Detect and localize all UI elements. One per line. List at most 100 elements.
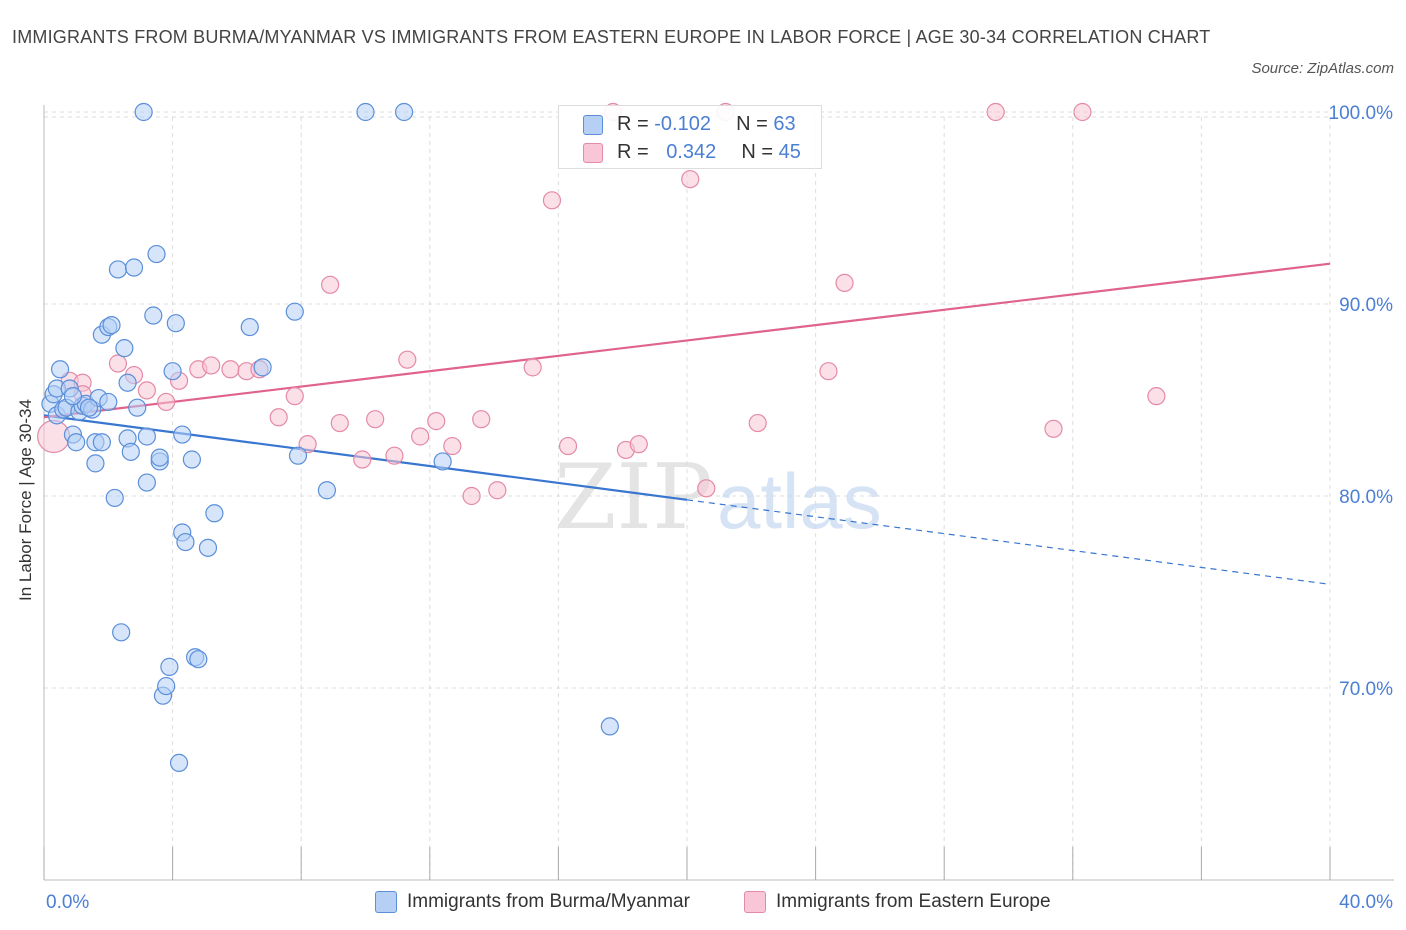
eastern-europe-point bbox=[108, 354, 128, 373]
eastern-europe-point bbox=[321, 275, 340, 294]
burma-point bbox=[189, 650, 208, 669]
eastern-europe-point bbox=[986, 102, 1005, 122]
burma-point bbox=[63, 387, 83, 406]
axes bbox=[43, 105, 1394, 881]
burma-point bbox=[433, 452, 452, 471]
eastern-europe-point bbox=[411, 427, 430, 446]
n-value: 45 bbox=[778, 141, 801, 163]
eastern-europe-point bbox=[385, 446, 404, 465]
n-label: N = bbox=[736, 113, 768, 135]
burma-point bbox=[253, 358, 272, 377]
eastern-europe-point bbox=[629, 435, 648, 454]
burma-point bbox=[134, 102, 153, 122]
correlation-text: R = -0.102 N = 63 bbox=[617, 110, 796, 138]
eastern-europe-point bbox=[366, 410, 385, 429]
burma-point bbox=[105, 488, 124, 508]
r-value: -0.102 bbox=[654, 113, 711, 135]
y-tick-label: 90.0% bbox=[1339, 295, 1393, 316]
eastern-europe-point bbox=[137, 381, 156, 400]
burma-point bbox=[144, 306, 163, 325]
eastern-europe-point bbox=[472, 410, 491, 429]
eastern-europe-point bbox=[330, 413, 349, 433]
legend-label: Immigrants from Burma/Myanmar bbox=[407, 891, 690, 912]
burma-point bbox=[240, 317, 259, 337]
eastern-europe-point bbox=[221, 360, 240, 379]
burma-point bbox=[173, 425, 192, 444]
eastern-europe-point bbox=[558, 436, 578, 456]
eastern-europe-point bbox=[748, 413, 767, 433]
burma-point bbox=[166, 314, 185, 333]
legend-label: Immigrants from Eastern Europe bbox=[776, 891, 1051, 912]
burma-point bbox=[147, 244, 166, 264]
burma-point bbox=[67, 433, 86, 452]
burma-point bbox=[182, 450, 201, 469]
eastern-europe-point bbox=[542, 191, 562, 210]
burma-point bbox=[118, 373, 137, 392]
burma-point bbox=[157, 676, 176, 696]
chart-title: IMMIGRANTS FROM BURMA/MYANMAR VS IMMIGRA… bbox=[12, 27, 1211, 47]
watermark-atlas: atlas bbox=[717, 457, 882, 545]
burma-point bbox=[205, 504, 224, 523]
y-tick-label: 80.0% bbox=[1339, 487, 1393, 508]
eastern-europe-trend-line bbox=[43, 262, 1331, 419]
burma-point bbox=[108, 260, 128, 279]
burma-point bbox=[285, 302, 304, 321]
series-legend: Immigrants from Burma/Myanmar Immigrants… bbox=[0, 887, 1406, 917]
x-tick-label: 0.0% bbox=[46, 892, 89, 913]
eastern-europe-point bbox=[462, 486, 481, 506]
eastern-europe-point bbox=[1073, 102, 1092, 122]
burma-swatch bbox=[375, 891, 397, 913]
burma-point bbox=[50, 360, 70, 379]
eastern-europe-point bbox=[443, 436, 462, 456]
eastern-europe-point bbox=[681, 170, 700, 189]
tick-labels: 70.0% 80.0% 90.0% 100.0% 0.0% 40.0% bbox=[46, 103, 1393, 913]
burma-point bbox=[137, 473, 156, 492]
burma-point bbox=[356, 102, 375, 122]
n-value: 63 bbox=[773, 113, 796, 135]
burma-point bbox=[163, 362, 182, 381]
x-tick-label: 40.0% bbox=[1339, 892, 1393, 913]
correlation-legend: R = -0.102 N = 63 R = 0.342 N = 45 bbox=[558, 105, 822, 169]
burma-point bbox=[121, 442, 140, 461]
burma-point bbox=[198, 538, 218, 557]
source-credit: Source: ZipAtlas.com bbox=[1251, 60, 1394, 77]
r-label: R = bbox=[617, 113, 649, 135]
burma-point bbox=[124, 258, 144, 277]
y-tick-label: 70.0% bbox=[1339, 679, 1393, 700]
eastern-europe-point bbox=[1044, 419, 1063, 438]
eastern-europe-point bbox=[202, 356, 221, 375]
burma-point bbox=[128, 398, 147, 417]
watermark: ZIP atlas bbox=[554, 445, 882, 550]
r-value: 0.342 bbox=[666, 141, 717, 163]
eastern-europe-point bbox=[488, 481, 507, 500]
eastern-europe-point bbox=[285, 387, 304, 406]
eastern-europe-point bbox=[835, 273, 854, 292]
burma-point bbox=[150, 448, 169, 467]
eastern-europe-point bbox=[697, 479, 716, 498]
burma-swatch bbox=[583, 115, 603, 135]
burma-point bbox=[394, 102, 414, 122]
burma-point bbox=[169, 753, 189, 772]
eastern-europe-swatch bbox=[583, 143, 603, 163]
watermark-zip: ZIP bbox=[554, 445, 713, 550]
burma-point bbox=[317, 481, 337, 500]
burma-point bbox=[112, 623, 131, 642]
burma-point bbox=[99, 392, 118, 412]
burma-trend-extension bbox=[686, 499, 1331, 585]
burma-point bbox=[92, 433, 111, 452]
correlation-text: R = 0.342 N = 45 bbox=[617, 138, 801, 166]
burma-point bbox=[115, 339, 134, 358]
eastern-europe-point bbox=[819, 362, 838, 381]
y-tick-label: 100.0% bbox=[1329, 103, 1394, 124]
eastern-europe-point bbox=[269, 408, 288, 427]
eastern-europe-point bbox=[523, 358, 542, 377]
r-label: R = bbox=[617, 141, 649, 163]
eastern-europe-point bbox=[157, 392, 176, 412]
eastern-europe-swatch bbox=[744, 891, 766, 913]
eastern-europe-point bbox=[398, 350, 417, 369]
eastern-europe-point bbox=[353, 450, 372, 469]
burma-point bbox=[600, 717, 619, 736]
burma-point bbox=[176, 532, 195, 552]
n-label: N = bbox=[741, 141, 774, 163]
